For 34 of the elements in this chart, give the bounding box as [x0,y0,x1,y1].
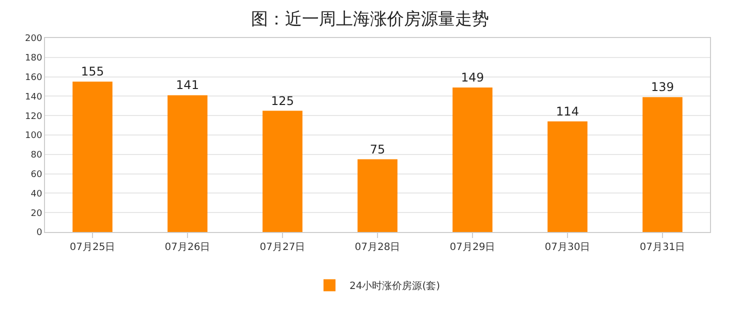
y-tick-label: 140 [25,92,42,102]
bar [168,95,208,232]
data-label: 141 [176,78,199,92]
y-tick-label: 100 [25,131,42,142]
data-label: 149 [461,70,484,84]
y-tick-label: 80 [30,150,42,161]
y-tick-label: 40 [30,189,42,200]
y-tick-label: 20 [30,208,42,219]
y-tick-label: 0 [36,228,42,238]
x-tick-label: 07月27日 [260,242,306,253]
x-tick-label: 07月31日 [640,242,686,253]
y-tick-label: 200 [25,34,42,44]
data-label: 75 [370,142,386,156]
legend-label: 24小时涨价房源(套) [350,280,440,292]
bar [72,82,112,232]
x-tick-label: 07月29日 [450,242,496,253]
bar [262,110,302,232]
data-label: 139 [651,80,674,94]
y-tick-label: 60 [30,170,42,180]
y-tick-label: 120 [25,112,42,122]
x-tick-label: 07月25日 [70,242,116,253]
x-tick-label: 07月28日 [354,242,400,253]
data-label: 125 [271,94,294,108]
data-label: 155 [81,64,104,79]
bar [358,159,398,232]
y-tick-label: 160 [25,72,42,83]
bar [548,121,588,232]
chart-title: 图：近一周上海涨价房源量走势 [251,9,489,30]
bar [642,97,682,232]
bar [452,87,492,232]
y-tick-label: 180 [25,54,42,64]
x-tick-label: 07月26日 [164,242,210,253]
data-label: 114 [556,104,579,118]
x-tick-label: 07月30日 [544,242,590,253]
